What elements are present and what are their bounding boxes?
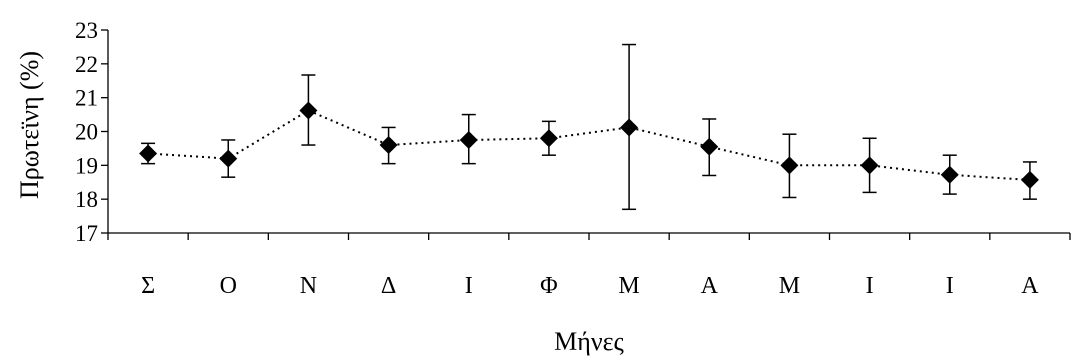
- x-tick-label: Ν: [300, 273, 317, 299]
- y-axis: 17 18 19 20 21 22 23: [75, 18, 109, 246]
- x-axis-title: Μήνες: [554, 327, 624, 356]
- x-tick-label: Ι: [946, 273, 954, 299]
- y-axis-title: Πρωτεϊνη (%): [15, 51, 44, 199]
- y-tick-label: 17: [75, 221, 98, 246]
- data-point-marker: [139, 144, 158, 163]
- data-point-marker: [860, 156, 879, 175]
- x-tick-label: Μ: [618, 273, 639, 299]
- data-point-marker: [1020, 170, 1039, 189]
- x-tick-label: Ο: [220, 273, 237, 299]
- error-bars: [141, 43, 1037, 211]
- data-point-marker: [459, 130, 478, 149]
- data-point-marker: [940, 165, 959, 184]
- y-tick-label: 18: [75, 187, 98, 212]
- series-line: [148, 109, 1030, 181]
- data-point-marker: [700, 137, 719, 156]
- data-point-marker: [620, 118, 639, 137]
- x-tick-label: Δ: [381, 273, 396, 299]
- data-point-marker: [219, 149, 238, 168]
- x-tick-label: Α: [1021, 273, 1039, 299]
- y-tick-label: 20: [75, 120, 98, 145]
- x-tick-label: Μ: [779, 273, 800, 299]
- y-ticks: 17 18 19 20 21 22 23: [75, 18, 108, 246]
- data-point-marker: [299, 101, 318, 120]
- y-tick-label: 19: [75, 153, 98, 178]
- y-tick-label: 23: [75, 18, 98, 43]
- data-point-marker: [379, 136, 398, 155]
- y-tick-label: 22: [75, 52, 98, 77]
- x-tick-label: Σ: [141, 273, 155, 299]
- data-point-marker: [539, 129, 558, 148]
- x-tick-label: Ι: [866, 273, 874, 299]
- x-tick-label: Α: [701, 273, 719, 299]
- data-point-marker: [780, 156, 799, 175]
- x-tick-label: Ι: [465, 273, 473, 299]
- y-tick-label: 21: [75, 86, 98, 111]
- data-markers: [139, 101, 1039, 189]
- x-tick-label: Φ: [540, 273, 558, 299]
